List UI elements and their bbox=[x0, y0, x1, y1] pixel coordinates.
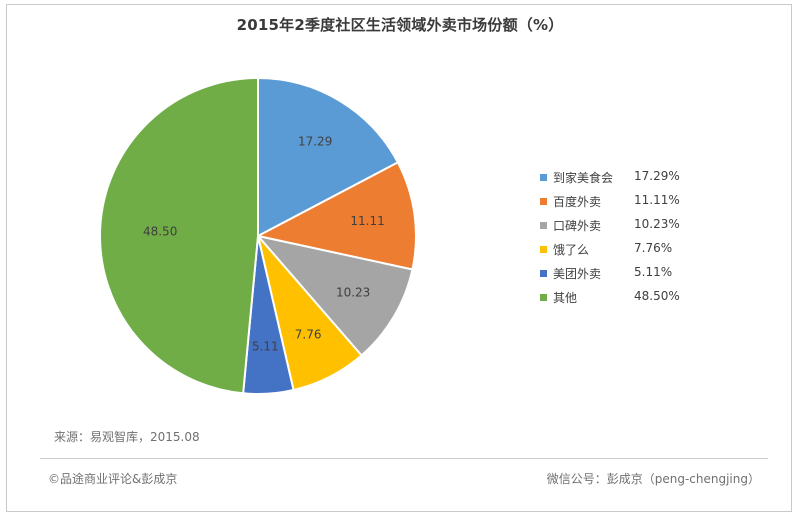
legend-item-5: 其他 48.50% bbox=[540, 288, 740, 312]
pie-labels: 17.29 11.11 10.23 7.76 5.11 48.50 bbox=[143, 134, 385, 353]
legend-swatch bbox=[540, 270, 547, 277]
source-note: 来源：易观智库，2015.08 bbox=[54, 430, 200, 444]
pie-data-label-2: 10.23 bbox=[336, 285, 370, 299]
legend-swatch bbox=[540, 246, 547, 253]
legend-swatch bbox=[540, 174, 547, 181]
legend-item-0: 到家美食会 17.29% bbox=[540, 168, 740, 192]
legend-item-1: 百度外卖 11.11% bbox=[540, 192, 740, 216]
legend-swatch bbox=[540, 294, 547, 301]
legend-label: 口碑外卖 bbox=[553, 219, 602, 233]
pie-data-label-5: 48.50 bbox=[143, 224, 177, 238]
legend-item-3: 饿了么 7.76% bbox=[540, 240, 740, 264]
pie-data-label-4: 5.11 bbox=[252, 339, 279, 353]
pie-data-label-1: 11.11 bbox=[350, 214, 384, 228]
legend-value: 5.11% bbox=[634, 265, 673, 279]
pie-data-label-3: 7.76 bbox=[295, 328, 322, 342]
footer-wechat: 微信公号：彭成京（peng-chengjing） bbox=[546, 472, 760, 486]
footer-divider bbox=[40, 458, 768, 459]
pie-slices bbox=[99, 76, 417, 395]
legend-label: 到家美食会 bbox=[553, 171, 614, 185]
legend-label: 其他 bbox=[553, 291, 578, 305]
legend-label: 百度外卖 bbox=[553, 195, 602, 209]
pie-data-label-0: 17.29 bbox=[298, 134, 332, 148]
footer-copyright: ©品途商业评论&彭成京 bbox=[48, 472, 178, 486]
legend-value: 48.50% bbox=[634, 289, 680, 303]
legend-label: 美团外卖 bbox=[553, 267, 602, 281]
legend-value: 7.76% bbox=[634, 241, 673, 255]
legend-item-2: 口碑外卖 10.23% bbox=[540, 216, 740, 240]
pie-slice-5 bbox=[99, 76, 259, 395]
pie-slice-2 bbox=[255, 234, 414, 357]
chart-title: 2015年2季度社区生活领域外卖市场份额（%） bbox=[236, 16, 564, 34]
legend-swatch bbox=[540, 222, 547, 229]
pie-slice-0 bbox=[257, 76, 400, 238]
legend-value: 11.11% bbox=[634, 193, 680, 207]
legend-swatch bbox=[540, 198, 547, 205]
legend-item-4: 美团外卖 5.11% bbox=[540, 264, 740, 288]
legend-value: 17.29% bbox=[634, 169, 680, 183]
legend-label: 饿了么 bbox=[553, 243, 590, 257]
legend-value: 10.23% bbox=[634, 217, 680, 231]
legend: 到家美食会 17.29% 百度外卖 11.11% 口碑外卖 10.23% 饿了么 7.76% 美… bbox=[540, 168, 740, 312]
pie-slice-1 bbox=[255, 161, 417, 271]
